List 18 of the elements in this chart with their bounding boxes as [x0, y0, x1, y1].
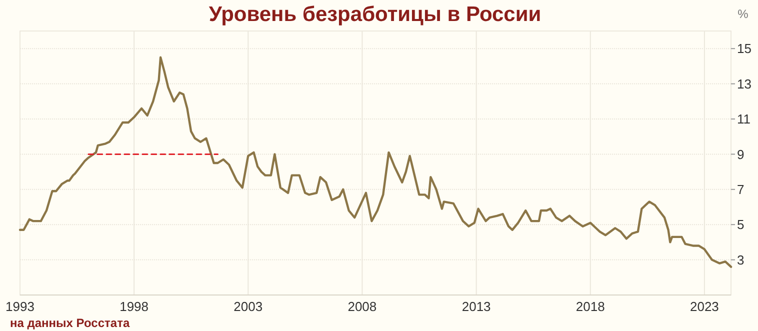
y-tick-label: 7 — [737, 182, 744, 197]
y-axis-title: % — [738, 7, 749, 21]
text: на данных Росстата — [10, 316, 130, 330]
x-tick-label: 1998 — [120, 299, 149, 314]
y-tick-label: 15 — [737, 41, 752, 56]
x-tick-label: 1993 — [6, 299, 34, 314]
line-series — [18, 56, 732, 268]
x-tick-label: 2013 — [462, 299, 491, 314]
x-tick-label: 2003 — [234, 299, 263, 314]
chart-title: Уровень безработицы в России — [208, 3, 542, 26]
x-tick-label: 2008 — [348, 299, 377, 314]
x-tick-label: 2018 — [576, 299, 605, 314]
x-tick-label: 2023 — [690, 299, 719, 314]
y-tick-label: 11 — [737, 112, 750, 127]
y-tick-label: 3 — [737, 252, 744, 268]
y-tick-label: 13 — [737, 76, 752, 92]
y-tick-label: 5 — [737, 217, 744, 232]
y-tick-label: 9 — [737, 146, 744, 162]
